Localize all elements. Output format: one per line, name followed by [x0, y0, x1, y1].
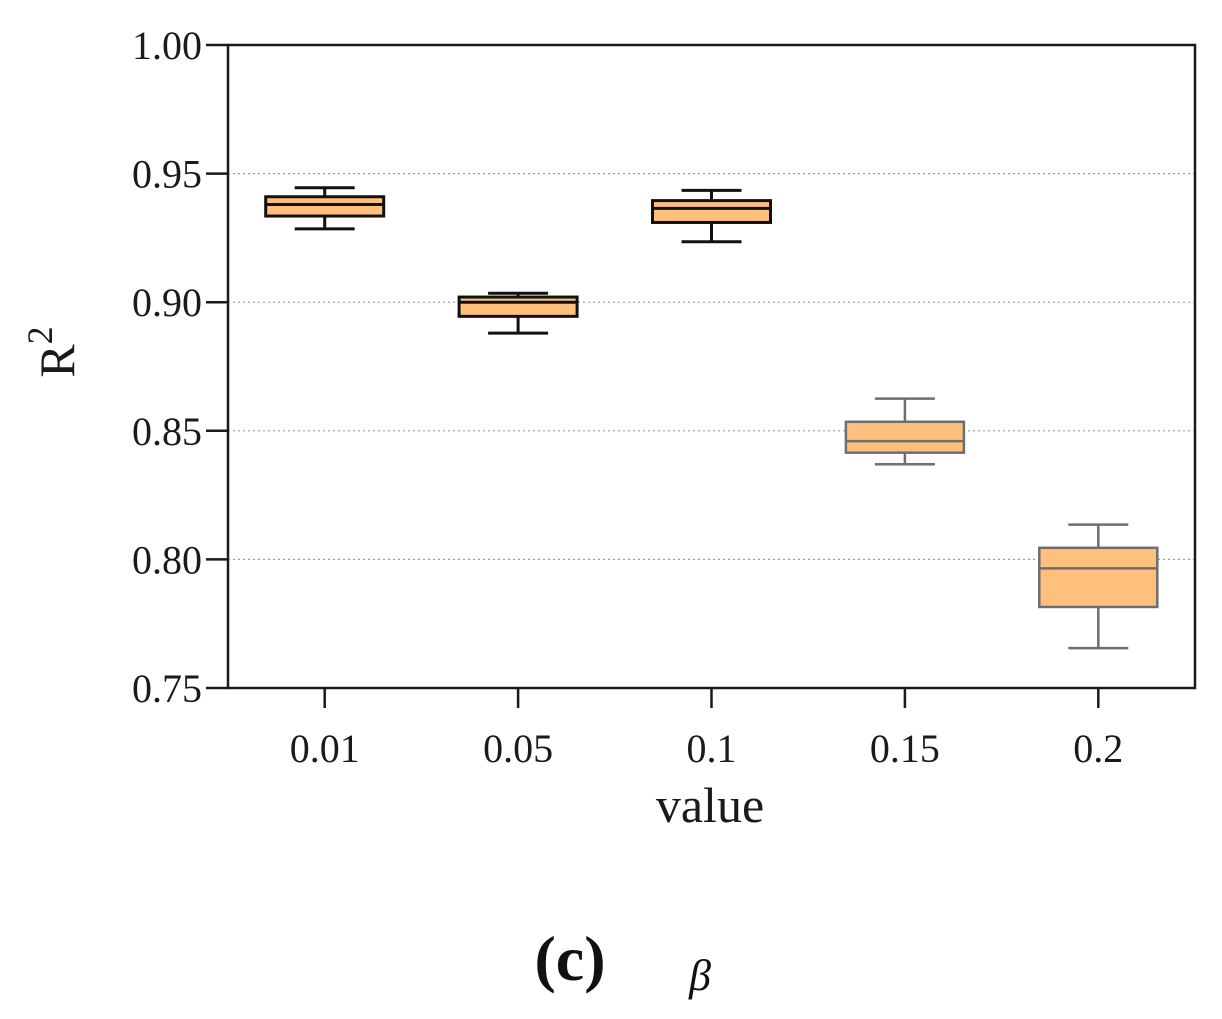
y-tick-label: 0.95: [132, 152, 202, 197]
box-0.15: [844, 397, 966, 466]
box-iqr: [651, 199, 772, 224]
gridlines: [228, 173, 1195, 561]
figure-caption-symbol: β: [688, 951, 711, 1000]
y-tick-label: 0.90: [132, 280, 202, 325]
box-series: [264, 186, 1159, 650]
figure-caption-label: (c): [534, 923, 605, 994]
x-axis-title: value: [656, 777, 764, 833]
y-tick-label: 0.80: [132, 537, 202, 582]
y-axis: 0.75 0.80 0.85 0.90 0.95 1.00: [132, 23, 228, 711]
box-iqr: [457, 295, 579, 318]
box-0.2: [1038, 523, 1159, 650]
x-tick-label: 0.05: [483, 726, 553, 771]
box-0.01: [264, 186, 386, 231]
x-tick-label: 0.1: [687, 726, 737, 771]
box-0.05: [457, 291, 579, 335]
y-tick-label: 0.75: [132, 666, 202, 711]
x-tick-label: 0.15: [870, 726, 940, 771]
box-iqr: [1038, 546, 1159, 609]
x-axis: 0.01 0.05 0.1 0.15 0.2: [290, 688, 1123, 771]
y-axis-title: R2: [20, 326, 85, 377]
y-tick-label: 0.85: [132, 409, 202, 454]
x-tick-label: 0.2: [1073, 726, 1123, 771]
x-tick-label: 0.01: [290, 726, 360, 771]
box-iqr: [844, 420, 966, 454]
box-0.1: [651, 188, 772, 244]
box-iqr: [264, 195, 386, 218]
y-tick-label: 1.00: [132, 23, 202, 68]
